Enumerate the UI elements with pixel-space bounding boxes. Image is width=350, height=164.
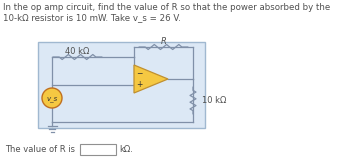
Text: 10 kΩ: 10 kΩ bbox=[202, 96, 226, 105]
Text: The value of R is: The value of R is bbox=[5, 144, 75, 154]
Text: R: R bbox=[161, 37, 167, 45]
FancyBboxPatch shape bbox=[38, 42, 205, 128]
Text: In the op amp circuit, find the value of R so that the power absorbed by the 10-: In the op amp circuit, find the value of… bbox=[3, 3, 330, 22]
FancyBboxPatch shape bbox=[80, 144, 116, 154]
Polygon shape bbox=[134, 65, 168, 93]
Text: −: − bbox=[136, 69, 142, 78]
Text: +: + bbox=[136, 80, 142, 89]
Text: v_s: v_s bbox=[46, 96, 58, 102]
Text: 40 kΩ: 40 kΩ bbox=[65, 47, 90, 55]
Circle shape bbox=[42, 88, 62, 108]
Text: kΩ.: kΩ. bbox=[119, 144, 133, 154]
